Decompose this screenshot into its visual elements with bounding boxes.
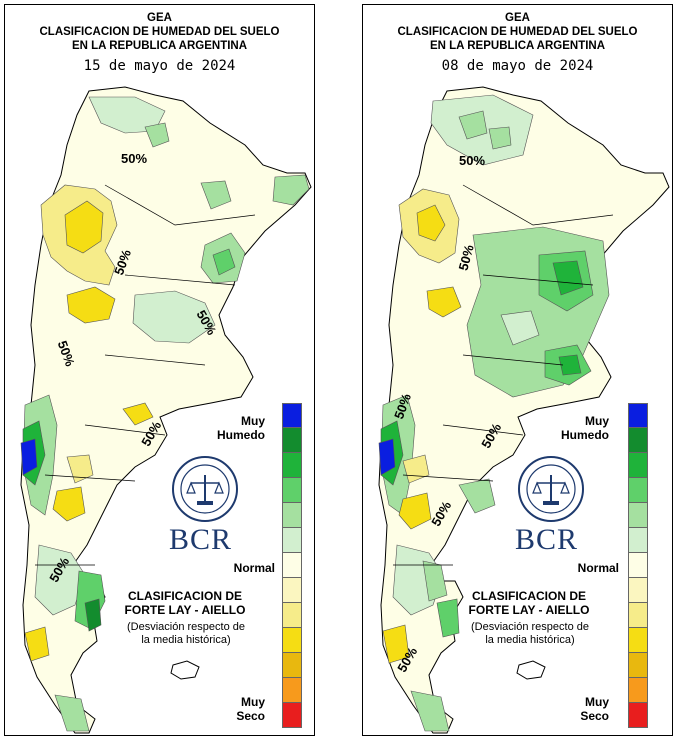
moisture-zone-wet: [144, 122, 170, 148]
legend-color-swatch: [628, 628, 648, 653]
map-org-label: GEA: [147, 12, 172, 24]
legend-color-swatch: [282, 453, 302, 478]
legend-top-label: Muy Humedo: [217, 414, 265, 442]
moisture-zone-wet: [132, 290, 216, 344]
argentina-soil-moisture-map: 50% 50% 50% 50% 50% 50%: [20, 86, 312, 734]
legend-color-swatch: [628, 503, 648, 528]
moisture-zone-dry: [52, 486, 86, 522]
moisture-zone-wet: [552, 260, 584, 296]
legend-color-swatch: [282, 703, 302, 728]
legend-color-swatch: [628, 603, 648, 628]
moisture-zone-wet: [200, 180, 232, 210]
moisture-zone-dry: [426, 286, 462, 318]
legend-bottom-label: Muy Seco: [236, 695, 265, 723]
moisture-zone-dry: [416, 204, 446, 242]
legend-color-swatch: [628, 678, 648, 703]
bcr-seal-icon: [172, 456, 238, 522]
moisture-zone-wet: [410, 690, 450, 732]
moisture-zone-wet: [34, 544, 86, 616]
moisture-zone-wet: [500, 310, 540, 346]
bcr-logo-text: BCR: [515, 523, 579, 556]
moisture-zone-wet: [84, 598, 102, 632]
legend-color-swatch: [628, 453, 648, 478]
legend-color-swatch: [282, 553, 302, 578]
legend-color-swatch: [282, 678, 302, 703]
moisture-zone-dry: [66, 286, 116, 324]
moisture-zone-wet: [458, 110, 488, 140]
falkland-islands: [516, 660, 546, 680]
legend-color-swatch: [282, 428, 302, 453]
legend-normal-label: Normal: [233, 561, 275, 575]
province-borders: [35, 184, 256, 566]
legend-color-swatch: [628, 403, 648, 428]
legend-color-swatch: [628, 553, 648, 578]
map-org-label: GEA: [505, 12, 530, 24]
legend-color-swatch: [628, 653, 648, 678]
legend-top-label: Muy Humedo: [561, 414, 609, 442]
moisture-zone-very-wet: [378, 438, 396, 476]
moisture-zone-dry: [382, 624, 410, 664]
bcr-logo-text: BCR: [169, 523, 233, 556]
bcr-seal-icon: [518, 456, 584, 522]
province-borders: [393, 184, 614, 566]
legend-color-swatch: [282, 403, 302, 428]
contour-label-50pct: 50%: [121, 151, 147, 166]
legend-color-swatch: [628, 478, 648, 503]
legend-color-swatch: [282, 478, 302, 503]
moisture-zone-dry: [398, 492, 432, 530]
map-date: 15 de mayo de 2024: [83, 58, 236, 74]
legend-color-scale: [282, 403, 302, 728]
legend-color-swatch: [282, 653, 302, 678]
legend-color-swatch: [628, 528, 648, 553]
legend-color-swatch: [628, 578, 648, 603]
map-title-line1: CLASIFICACION DE HUMEDAD DEL SUELO: [397, 26, 638, 38]
moisture-zone-wet: [212, 248, 236, 276]
classification-note: (Desviación respecto de la media históric…: [470, 621, 589, 646]
moisture-zone-wet: [272, 174, 310, 206]
legend-normal-label: Normal: [577, 561, 619, 575]
map-title-line1: CLASIFICACION DE HUMEDAD DEL SUELO: [39, 26, 280, 38]
classification-title: CLASIFICACION DE FORTE LAY - AIELLO: [468, 589, 590, 617]
falkland-islands: [170, 660, 200, 680]
map-title-line2: EN LA REPUBLICA ARGENTINA: [71, 40, 248, 52]
moisture-zone-wet: [488, 126, 512, 150]
legend-color-swatch: [628, 703, 648, 728]
legend-color-swatch: [282, 603, 302, 628]
map-date: 08 de mayo de 2024: [441, 58, 594, 74]
legend-color-swatch: [282, 628, 302, 653]
legend-color-swatch: [282, 528, 302, 553]
argentina-soil-moisture-map: 50% 50% 50% 50% 50% 50%: [378, 86, 670, 734]
moisture-zone-very-wet: [20, 438, 38, 476]
legend-bottom-label: Muy Seco: [580, 695, 609, 723]
soil-moisture-map-panel-may-08: GEA CLASIFICACION DE HUMEDAD DEL SUELO E…: [362, 4, 673, 736]
moisture-zone-dry: [122, 402, 154, 426]
moisture-zone-dry: [64, 200, 104, 254]
legend-color-swatch: [628, 428, 648, 453]
moisture-zone-dry: [24, 626, 50, 662]
map-title-line2: EN LA REPUBLICA ARGENTINA: [429, 40, 606, 52]
legend-color-swatch: [282, 503, 302, 528]
moisture-zone-dry: [66, 454, 94, 484]
moisture-zone-wet: [54, 694, 90, 732]
contour-label-50pct: 50%: [459, 153, 485, 168]
contour-label-50pct: 50%: [456, 243, 477, 272]
legend-color-swatch: [282, 578, 302, 603]
classification-note: (Desviación respecto de la media históric…: [126, 621, 245, 646]
moisture-zone-wet: [558, 354, 582, 376]
moisture-zone-wet: [436, 598, 460, 638]
legend-color-scale: [628, 403, 648, 728]
moisture-zone-wet: [458, 478, 496, 514]
moisture-zone-wet: [422, 560, 448, 602]
classification-title: CLASIFICACION DE FORTE LAY - AIELLO: [124, 589, 246, 617]
soil-moisture-map-panel-may-15: GEA CLASIFICACION DE HUMEDAD DEL SUELO E…: [4, 4, 315, 736]
